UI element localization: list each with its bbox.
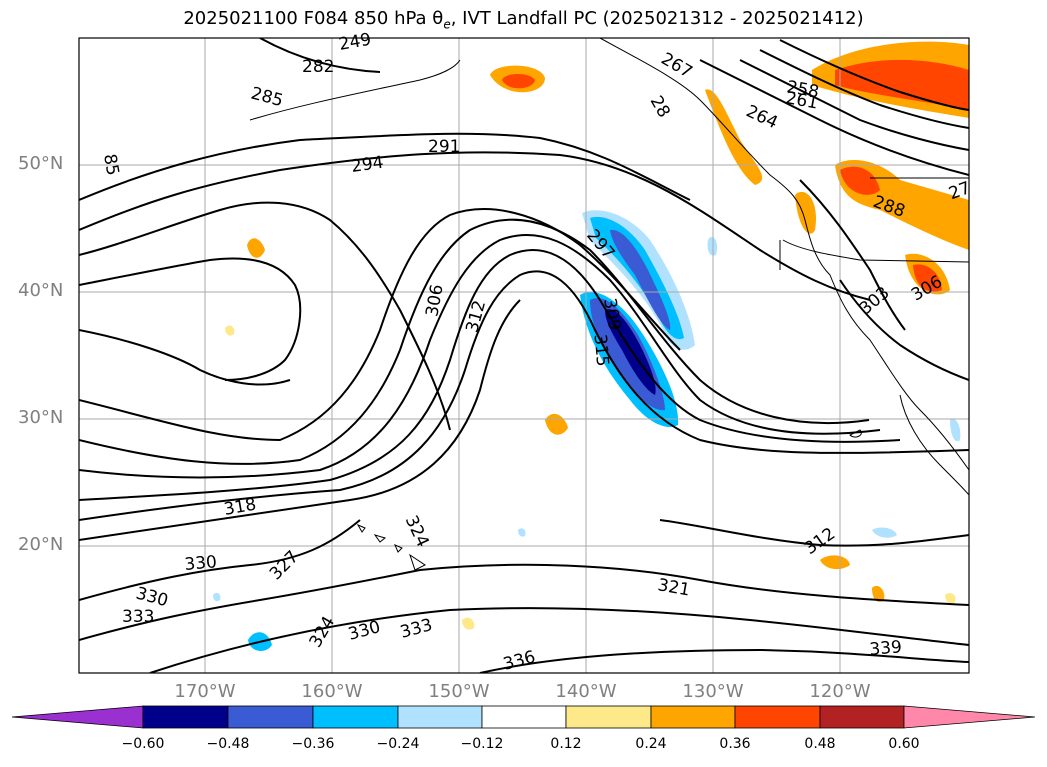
lon-label: 130°W bbox=[682, 681, 744, 702]
contour-label: 285 bbox=[249, 84, 286, 112]
lat-label: 20°N bbox=[18, 534, 64, 555]
coastlines bbox=[249, 38, 969, 496]
colorbar-tick: 0.36 bbox=[719, 736, 751, 752]
lat-label: 40°N bbox=[18, 280, 64, 301]
contour-label: 312 bbox=[801, 524, 839, 559]
contour-label: 321 bbox=[656, 575, 691, 600]
contour-label: 330 bbox=[346, 617, 383, 645]
colorbar-tick: −0.60 bbox=[121, 736, 165, 752]
contour-labels: 249 282 285 85 291 294 306 312 297 309 3… bbox=[99, 30, 973, 675]
lat-label: 30°N bbox=[18, 407, 64, 428]
colorbar-tick: 0.12 bbox=[550, 736, 582, 752]
lon-label: 150°W bbox=[428, 681, 490, 702]
colorbar-extend-high bbox=[903, 705, 1036, 729]
contour-label: 294 bbox=[350, 153, 385, 177]
colorbar-extend-low bbox=[11, 705, 144, 729]
lat-label: 50°N bbox=[18, 153, 64, 174]
plot-border bbox=[78, 37, 970, 674]
colorbar-tick: 0.48 bbox=[804, 736, 836, 752]
colorbar-tick: −0.24 bbox=[376, 736, 420, 752]
colorbar-tick: −0.12 bbox=[460, 736, 504, 752]
contour-label: 324 bbox=[401, 512, 433, 550]
lon-label: 170°W bbox=[174, 681, 236, 702]
contour-label: 315 bbox=[590, 333, 613, 367]
contour-label: 330 bbox=[184, 552, 218, 575]
contour-label: 339 bbox=[869, 637, 903, 660]
contour-label: 318 bbox=[222, 495, 257, 520]
graticule bbox=[79, 38, 969, 673]
contour-label: 282 bbox=[302, 57, 334, 77]
colorbar bbox=[11, 705, 1036, 729]
colorbar-tick: 0.60 bbox=[888, 736, 920, 752]
lon-label: 120°W bbox=[809, 681, 871, 702]
contour-label: 312 bbox=[462, 298, 490, 335]
contour-label: 303 bbox=[856, 283, 894, 319]
contour-label: 333 bbox=[398, 615, 435, 643]
lon-label: 160°W bbox=[301, 681, 363, 702]
colorbar-tick: −0.48 bbox=[206, 736, 250, 752]
contour-label: 264 bbox=[743, 101, 781, 133]
contour-label: 327 bbox=[266, 547, 303, 584]
theta-e-contours bbox=[79, 38, 969, 673]
contour-label: 333 bbox=[122, 607, 154, 627]
lon-label: 140°W bbox=[555, 681, 617, 702]
colorbar-tick: −0.36 bbox=[291, 736, 335, 752]
contour-label: 306 bbox=[422, 283, 447, 318]
contour-label: 336 bbox=[501, 647, 538, 675]
contour-label: 267 bbox=[658, 49, 696, 83]
positive-anomaly-shading bbox=[225, 41, 969, 630]
contour-label: 249 bbox=[337, 30, 372, 55]
contour-label: 324 bbox=[306, 613, 340, 651]
contour-label: 28 bbox=[646, 93, 674, 122]
negative-anomaly-shading bbox=[213, 210, 961, 652]
colorbar-tick: 0.24 bbox=[635, 736, 667, 752]
contour-label: 291 bbox=[428, 137, 460, 157]
contour-label: 85 bbox=[99, 152, 122, 177]
hawaii-islands bbox=[356, 523, 426, 571]
chart-title: 2025021100 F084 850 hPa θe, IVT Landfall… bbox=[183, 8, 864, 32]
